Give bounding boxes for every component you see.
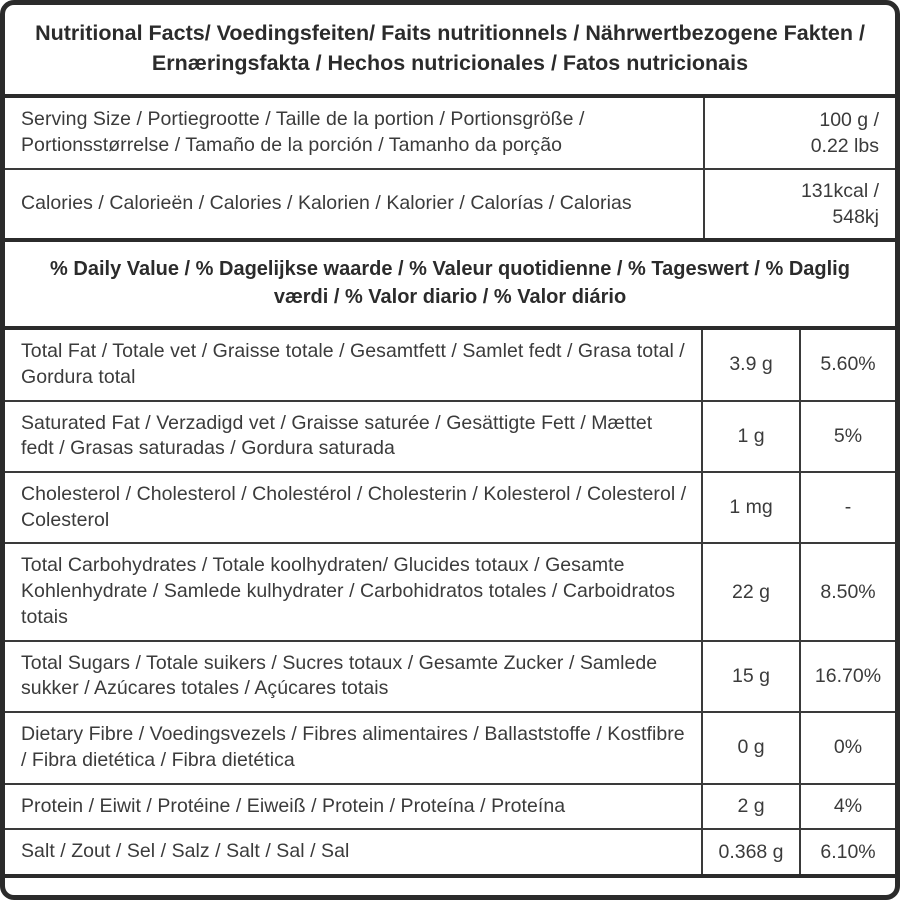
total-fat-label: Total Fat / Totale vet / Graisse totale … [21, 340, 685, 388]
calories-value: 131kcal / 548kj [703, 169, 895, 239]
table-row: Dietary Fibre / Voedingsvezels / Fibres … [5, 713, 895, 785]
summary-section: Serving Size / Portiegrootte / Taille de… [5, 98, 895, 239]
table-row: Protein / Eiwit / Protéine / Eiweiß / Pr… [5, 784, 895, 831]
calories-label: Calories / Calorieën / Calories / Kalori… [21, 192, 632, 215]
nutrient-section: Total Fat / Totale vet / Graisse totale … [5, 330, 895, 875]
saturated-fat-amount: 1 g [701, 401, 799, 471]
table-row: Calories / Calorieën / Calories / Kalori… [5, 169, 895, 239]
page-title: Nutritional Facts/ Voedingsfeiten/ Faits… [5, 5, 895, 99]
protein-daily-value: 4% [799, 784, 895, 829]
total-carbohydrates-daily-value: 8.50% [799, 544, 895, 640]
total-sugars-amount: 15 g [701, 641, 799, 712]
salt-daily-value: 6.10% [799, 830, 895, 875]
total-fat-daily-value: 5.60% [799, 330, 895, 400]
salt-amount: 0.368 g [701, 830, 799, 875]
footnote-text: Percent Daily values are based on a 2000… [5, 874, 895, 895]
serving-size-value: 100 g / 0.22 lbs [703, 98, 895, 168]
dietary-fibre-label: Dietary Fibre / Voedingsvezels / Fibres … [21, 723, 685, 771]
table-row: Total Fat / Totale vet / Graisse totale … [5, 330, 895, 402]
table-row: Total Carbohydrates / Totale koolhydrate… [5, 544, 895, 642]
total-fat-amount: 3.9 g [701, 330, 799, 400]
total-carbohydrates-label: Total Carbohydrates / Totale koolhydrate… [21, 554, 676, 628]
serving-size-label: Serving Size / Portiegrootte / Taille de… [21, 108, 585, 157]
table-row: Salt / Zout / Sel / Salz / Salt / Sal / … [5, 830, 895, 875]
protein-label: Protein / Eiwit / Protéine / Eiweiß / Pr… [21, 794, 566, 817]
table-row: Total Sugars / Totale suikers / Sucres t… [5, 641, 895, 714]
total-sugars-daily-value: 16.70% [799, 641, 895, 712]
cholesterol-label: Cholesterol / Cholesterol / Cholestérol … [21, 482, 687, 531]
protein-amount: 2 g [701, 784, 799, 829]
cholesterol-daily-value: - [799, 472, 895, 543]
dietary-fibre-daily-value: 0% [799, 713, 895, 783]
daily-value-header: % Daily Value / % Dagelijkse waarde / % … [5, 238, 895, 331]
saturated-fat-label: Saturated Fat / Verzadigd vet / Graisse … [21, 411, 653, 460]
total-sugars-label: Total Sugars / Totale suikers / Sucres t… [21, 651, 658, 700]
saturated-fat-daily-value: 5% [799, 401, 895, 471]
table-row: Saturated Fat / Verzadigd vet / Graisse … [5, 401, 895, 473]
table-row: Cholesterol / Cholesterol / Cholestérol … [5, 472, 895, 545]
salt-label: Salt / Zout / Sel / Salz / Salt / Sal / … [21, 840, 350, 863]
dietary-fibre-amount: 0 g [701, 713, 799, 783]
total-carbohydrates-amount: 22 g [701, 544, 799, 640]
cholesterol-amount: 1 mg [701, 472, 799, 543]
table-row: Serving Size / Portiegrootte / Taille de… [5, 98, 895, 170]
